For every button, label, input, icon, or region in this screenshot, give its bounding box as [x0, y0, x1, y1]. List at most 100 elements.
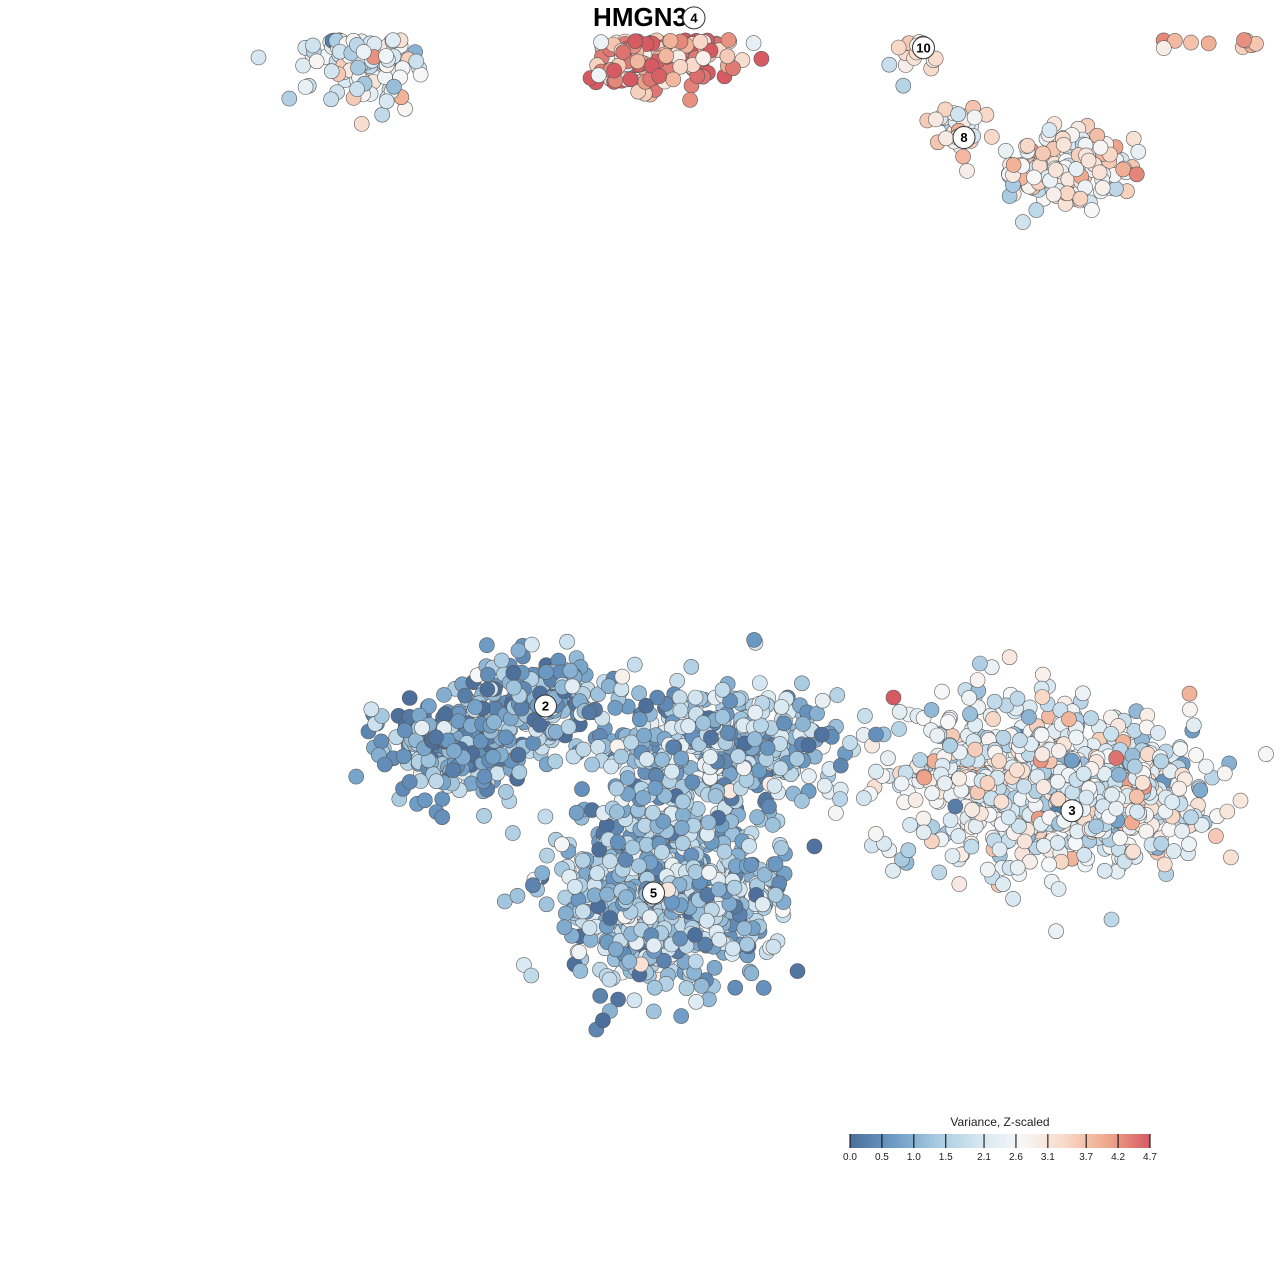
cell-point — [672, 702, 689, 719]
cell-point — [1084, 202, 1100, 218]
cell-point — [1094, 180, 1111, 196]
legend-tick-label: 2.6 — [1009, 1152, 1023, 1163]
cell-point — [538, 664, 555, 681]
chart-title: HMGN3 — [593, 2, 687, 32]
cell-point — [601, 971, 618, 988]
legend-tick-label: 0.0 — [843, 1152, 857, 1163]
cell-point — [1048, 162, 1064, 178]
cell-point — [759, 740, 776, 756]
cell-point — [378, 93, 395, 110]
cell-point — [868, 826, 884, 842]
cell-point — [1048, 923, 1064, 940]
cell-point — [323, 91, 339, 108]
cell-point — [880, 750, 896, 767]
cell-point — [761, 798, 777, 815]
cell-point — [720, 32, 737, 48]
cell-point — [707, 788, 724, 804]
cell-point — [373, 733, 390, 750]
cell-point — [645, 1003, 662, 1020]
cell-point — [531, 717, 548, 733]
cell-point — [1068, 729, 1085, 746]
cell-point — [595, 1012, 611, 1029]
cell-point — [672, 930, 688, 947]
cell-point — [538, 896, 555, 913]
cell-point — [631, 711, 648, 728]
cell-point — [376, 756, 393, 773]
cell-point — [684, 774, 701, 790]
cell-point — [498, 783, 514, 800]
cell-point — [523, 967, 540, 984]
cell-point — [434, 809, 451, 826]
cell-point — [554, 836, 570, 853]
cell-point — [695, 50, 712, 67]
cell-point — [765, 938, 782, 955]
cell-point — [934, 683, 950, 700]
cell-point — [754, 896, 771, 913]
cell-point — [915, 810, 932, 827]
cell-point — [682, 92, 698, 108]
legend-tick-label: 1.5 — [939, 1152, 953, 1163]
cell-point — [991, 753, 1007, 769]
cell-point — [1012, 732, 1028, 749]
cell-point — [692, 33, 709, 50]
cell-point — [662, 33, 679, 49]
cell-point — [1115, 161, 1131, 178]
cell-point — [743, 856, 760, 873]
cell-point — [972, 655, 988, 672]
cell-point — [776, 715, 792, 732]
cell-point — [1108, 181, 1124, 197]
cell-point — [510, 642, 527, 659]
cell-point — [349, 81, 365, 97]
cell-point — [1072, 190, 1089, 207]
cell-point — [1034, 689, 1051, 705]
cell-point — [1172, 741, 1189, 757]
cell-point — [609, 804, 625, 820]
cluster-label-8: 8 — [952, 126, 976, 150]
cell-point — [1232, 792, 1249, 809]
cell-point — [800, 737, 817, 754]
cell-point — [641, 909, 658, 926]
cell-point — [727, 979, 744, 996]
cell-point — [636, 727, 652, 744]
cell-point — [891, 721, 907, 737]
cell-point — [489, 765, 506, 782]
cell-point — [1009, 762, 1025, 778]
cell-point — [907, 792, 924, 808]
cell-point — [674, 835, 691, 852]
cell-point — [912, 752, 928, 768]
legend-colorbar — [850, 1134, 1150, 1148]
cell-point — [1125, 843, 1141, 860]
cell-point — [1164, 794, 1181, 810]
cell-point — [1129, 803, 1145, 820]
cell-point — [942, 737, 958, 754]
cluster-label-text: 4 — [690, 10, 698, 25]
cell-point — [571, 944, 587, 960]
cell-point — [308, 53, 325, 70]
legend-tick-label: 2.1 — [977, 1152, 991, 1163]
cell-point — [607, 700, 624, 716]
cell-point — [626, 656, 643, 673]
cell-point — [923, 702, 940, 718]
cell-point — [1041, 856, 1057, 873]
cell-point — [568, 804, 585, 821]
cell-point — [1200, 35, 1217, 52]
cell-point — [1005, 157, 1022, 173]
cell-point — [436, 687, 452, 703]
cell-point — [505, 679, 522, 696]
cell-point — [509, 887, 526, 904]
points-layer — [250, 32, 1274, 1038]
cell-point — [395, 748, 412, 765]
cell-point — [1138, 823, 1155, 840]
cell-point — [716, 843, 733, 860]
cell-point — [751, 675, 768, 691]
cell-point — [814, 692, 831, 709]
cell-point — [857, 708, 873, 724]
cell-point — [1016, 778, 1032, 795]
cell-point — [916, 769, 933, 786]
cluster-label-4: 4 — [682, 6, 706, 30]
cell-point — [1174, 823, 1190, 839]
cell-point — [881, 56, 898, 73]
cell-point — [651, 68, 668, 84]
cell-point — [950, 106, 966, 122]
cell-point — [619, 770, 636, 786]
